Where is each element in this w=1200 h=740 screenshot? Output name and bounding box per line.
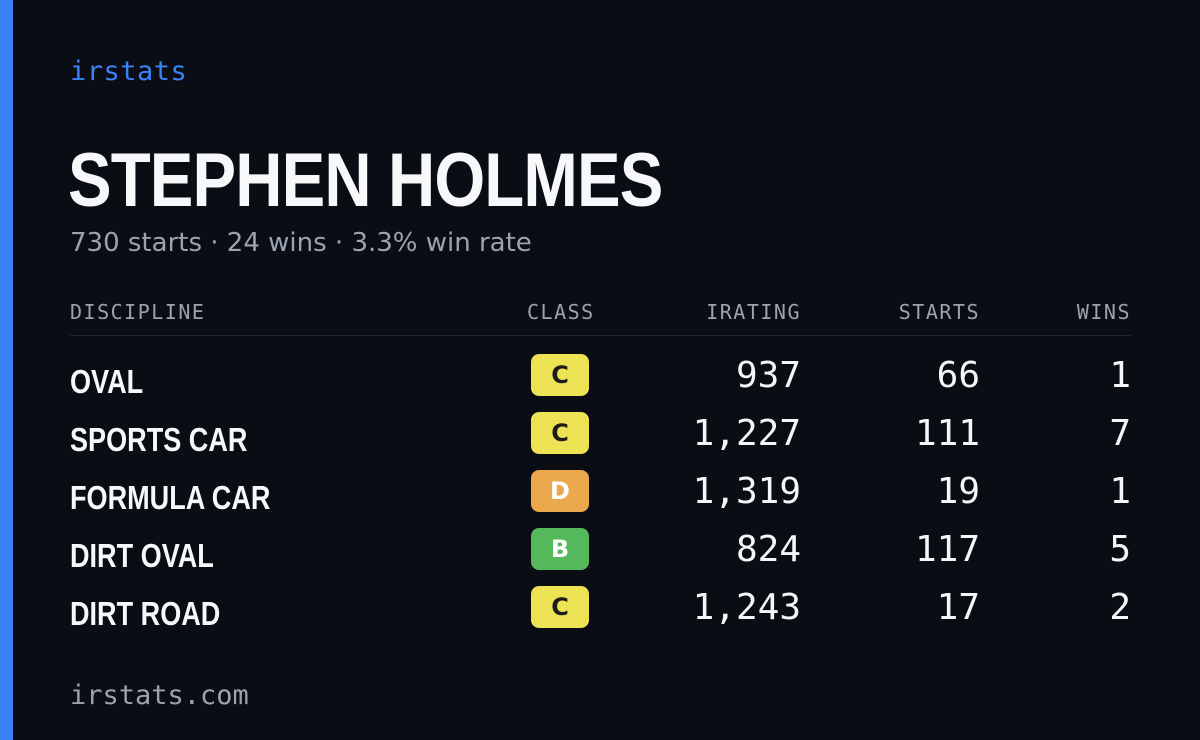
footer-url[interactable]: irstats.com bbox=[70, 680, 249, 711]
wins-value: 2 bbox=[1109, 587, 1131, 628]
starts-value: 66 bbox=[936, 355, 980, 396]
starts-value: 111 bbox=[914, 413, 980, 454]
irating-value: 824 bbox=[735, 529, 801, 570]
header-starts: STARTS bbox=[898, 300, 980, 324]
header-irating: IRATING bbox=[706, 300, 801, 324]
starts-value: 19 bbox=[936, 471, 980, 512]
discipline-name: FORMULA CAR bbox=[70, 479, 271, 516]
header-class: CLASS bbox=[527, 300, 595, 324]
table-row: OVAL C 937 66 1 bbox=[70, 352, 1131, 410]
class-badge: B bbox=[531, 528, 589, 570]
irating-value: 1,243 bbox=[692, 587, 801, 628]
starts-value: 17 bbox=[936, 587, 980, 628]
table-header: DISCIPLINE CLASS IRATING STARTS WINS bbox=[70, 296, 1131, 336]
table-row: SPORTS CAR C 1,227 111 7 bbox=[70, 410, 1131, 468]
starts-value: 117 bbox=[914, 529, 980, 570]
irating-value: 1,319 bbox=[692, 471, 801, 512]
discipline-table: DISCIPLINE CLASS IRATING STARTS WINS OVA… bbox=[70, 296, 1131, 642]
discipline-name: OVAL bbox=[70, 363, 144, 400]
table-body: OVAL C 937 66 1 SPORTS CAR C 1,227 111 7… bbox=[70, 352, 1131, 642]
class-badge: C bbox=[531, 412, 589, 454]
irating-value: 1,227 bbox=[692, 413, 801, 454]
irating-value: 937 bbox=[735, 355, 801, 396]
table-row: FORMULA CAR D 1,319 19 1 bbox=[70, 468, 1131, 526]
wins-value: 5 bbox=[1109, 529, 1131, 570]
discipline-name: DIRT ROAD bbox=[70, 595, 221, 632]
driver-name: STEPHEN HOLMES bbox=[68, 138, 663, 223]
class-badge: C bbox=[531, 586, 589, 628]
table-row: DIRT ROAD C 1,243 17 2 bbox=[70, 584, 1131, 642]
class-badge: D bbox=[531, 470, 589, 512]
driver-summary: 730 starts · 24 wins · 3.3% win rate bbox=[70, 228, 532, 258]
class-badge: C bbox=[531, 354, 589, 396]
header-discipline: DISCIPLINE bbox=[70, 300, 206, 324]
brand-logo[interactable]: irstats bbox=[70, 56, 188, 87]
wins-value: 1 bbox=[1109, 471, 1131, 512]
discipline-name: DIRT OVAL bbox=[70, 537, 214, 574]
discipline-name: SPORTS CAR bbox=[70, 421, 248, 458]
wins-value: 1 bbox=[1109, 355, 1131, 396]
accent-bar bbox=[0, 0, 13, 740]
wins-value: 7 bbox=[1109, 413, 1131, 454]
header-wins: WINS bbox=[1076, 300, 1131, 324]
table-row: DIRT OVAL B 824 117 5 bbox=[70, 526, 1131, 584]
